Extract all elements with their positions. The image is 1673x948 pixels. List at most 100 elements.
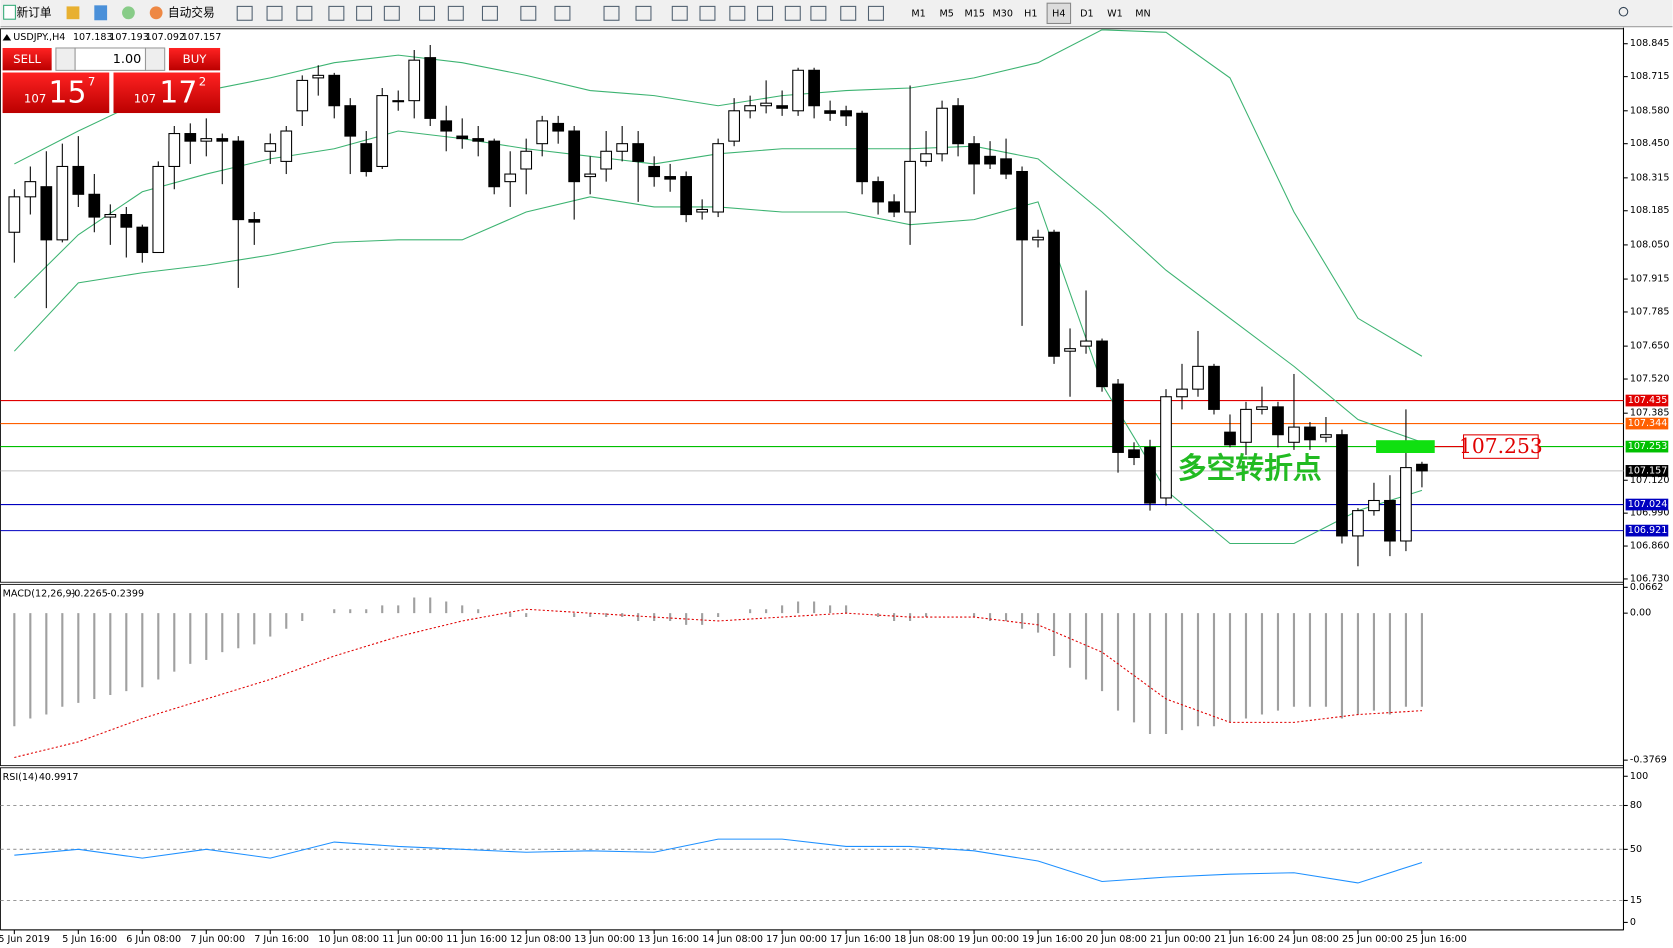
timeframe-button[interactable]: MN (1135, 8, 1150, 19)
toolbar (0, 0, 1673, 27)
price-level-box (1625, 498, 1669, 511)
candle-body (264, 143, 277, 152)
toolbar-icon[interactable] (635, 5, 652, 21)
toolbar-icon[interactable] (328, 5, 345, 21)
new-order-icon[interactable] (3, 4, 16, 20)
lot-value[interactable]: 1.00 (113, 52, 141, 67)
candle-body (1288, 426, 1300, 443)
toolbar-icon[interactable] (266, 5, 283, 21)
bollinger-band (14, 29, 1423, 357)
y-tick-label: 15 (1630, 895, 1642, 906)
candle-body (56, 165, 69, 241)
y-tick-label: 107.120 (1630, 475, 1670, 486)
buy-button[interactable] (168, 47, 221, 71)
y-tick-label: 108.845 (1630, 38, 1670, 49)
price-level-box (1625, 465, 1669, 477)
sell-button[interactable] (2, 47, 52, 71)
candle-body (1032, 236, 1044, 241)
sell-price-main: 15 (48, 75, 86, 110)
y-tick-label: 80 (1630, 800, 1642, 811)
candle-body (456, 135, 469, 140)
candle-body (1208, 365, 1220, 410)
candle-body (920, 153, 932, 162)
x-tick-label: 25 Jun 00:00 (1342, 934, 1403, 945)
search-icon[interactable] (1618, 6, 1629, 17)
icon[interactable] (66, 6, 80, 20)
candle-body (1224, 431, 1236, 446)
candle-body (360, 143, 373, 173)
candle-body (536, 120, 549, 145)
toolbar-icon[interactable] (671, 5, 688, 21)
buy-label[interactable]: BUY (183, 52, 208, 66)
icon[interactable] (122, 6, 135, 20)
candle-body (776, 105, 788, 109)
y-tick-label: 107.915 (1630, 274, 1670, 285)
toolbar-icon[interactable] (784, 5, 801, 21)
title-value: -0.2399 (107, 588, 144, 599)
chart-area (0, 27, 1673, 948)
candle-body (408, 59, 421, 102)
candle-body (968, 143, 980, 165)
price-level-label: 107.157 (1628, 465, 1668, 476)
candle-body (1400, 467, 1412, 542)
icon[interactable] (94, 5, 108, 21)
toolbar-icon[interactable] (383, 5, 400, 21)
auto-trading-icon[interactable] (149, 6, 163, 20)
candle-body (1336, 434, 1348, 537)
toolbar-icon[interactable] (729, 5, 746, 21)
candle-body (696, 208, 709, 213)
toolbar-icon[interactable] (757, 5, 774, 21)
annotation-box (1462, 434, 1539, 459)
toolbar-icons (236, 5, 884, 21)
x-tick-label: 13 Jun 16:00 (638, 934, 699, 945)
timeframe-button[interactable]: W1 (1107, 8, 1123, 19)
new-order-button[interactable]: 新订单 (16, 5, 51, 19)
candle-body (152, 165, 165, 254)
sell-price-box[interactable] (2, 72, 110, 114)
candle-body (712, 143, 724, 213)
x-tick-label: 18 Jun 08:00 (894, 934, 955, 945)
timeframe-button[interactable]: H1 (1024, 8, 1037, 19)
toolbar-icon[interactable] (520, 5, 537, 21)
timeframe-button[interactable]: M30 (993, 8, 1013, 19)
toolbar-icon[interactable] (419, 5, 436, 21)
x-tick-label: 17 Jun 16:00 (830, 934, 891, 945)
timeframe-button[interactable]: M5 (939, 8, 953, 19)
lot-up[interactable] (144, 47, 166, 71)
toolbar-icon[interactable] (481, 5, 498, 21)
lot-down[interactable] (55, 47, 76, 71)
sell-label[interactable]: SELL (13, 52, 41, 66)
x-tick-label: 13 Jun 00:00 (574, 934, 635, 945)
timeframe-button[interactable]: H4 (1052, 8, 1065, 19)
toolbar-icon[interactable] (867, 5, 884, 21)
toolbar-icon[interactable] (236, 5, 253, 21)
toolbar-icon[interactable] (603, 5, 620, 21)
candle-body (1192, 365, 1204, 390)
y-tick-label: 107.520 (1630, 374, 1670, 385)
candle-body (1240, 408, 1252, 443)
candle-body (1256, 406, 1268, 410)
buy-price-box[interactable] (113, 72, 221, 114)
x-tick-label: 11 Jun 16:00 (446, 934, 507, 945)
toolbar-icon[interactable] (356, 5, 373, 21)
title-value: 40.9917 (39, 772, 79, 783)
toolbar-icon[interactable] (840, 5, 857, 21)
x-tick-label: 5 Jun 16:00 (62, 934, 117, 945)
y-tick-label: 0 (1630, 917, 1636, 928)
toolbar-icon[interactable] (810, 5, 827, 21)
toolbar-icon[interactable] (447, 5, 464, 21)
toolbar-icon[interactable] (296, 5, 313, 21)
y-tick-label: 106.730 (1630, 573, 1670, 584)
timeframe-button[interactable]: M15 (964, 8, 984, 19)
buy-price-main: 17 (159, 75, 197, 110)
timeframe-button[interactable]: M1 (911, 8, 925, 19)
toolbar-icon[interactable] (554, 5, 571, 21)
timeframe-button[interactable]: D1 (1080, 8, 1093, 19)
timeframe-active[interactable] (1046, 2, 1072, 24)
auto-trading-button[interactable]: 自动交易 (168, 5, 215, 19)
y-tick-label: 107.785 (1630, 306, 1670, 317)
toolbar-icon[interactable] (699, 5, 716, 21)
y-tick-label: 107.650 (1630, 341, 1670, 352)
candle-body (1000, 158, 1012, 175)
